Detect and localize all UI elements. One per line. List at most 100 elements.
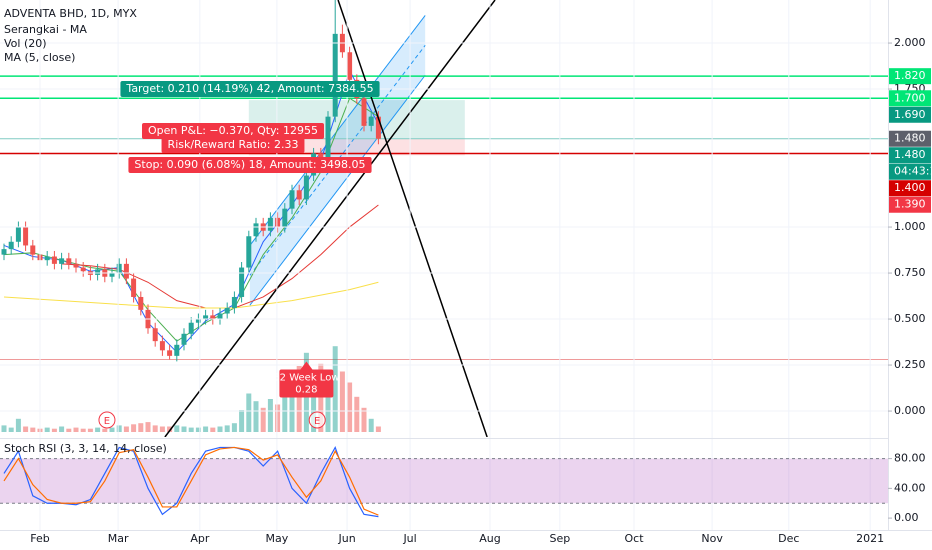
volume-bar <box>275 404 281 432</box>
candle-body <box>231 296 237 309</box>
price-label-box <box>889 68 931 85</box>
y-tick-label: 0.500 <box>894 312 926 325</box>
candle-body <box>210 315 216 320</box>
indicator-title: Serangkai - MA <box>4 23 87 36</box>
volume-bar <box>167 426 173 432</box>
y-tick-label: 0.000 <box>894 404 926 417</box>
label-box <box>142 123 324 139</box>
candle-body <box>246 236 252 268</box>
low-arrow <box>300 361 313 370</box>
volume-bar <box>332 346 338 432</box>
low-box <box>279 369 334 398</box>
price-label: 1.480 <box>894 148 926 161</box>
x-tick-label: Dec <box>778 532 799 545</box>
candle-body <box>275 217 281 228</box>
candle-body <box>59 258 65 264</box>
candle-body <box>30 245 36 255</box>
volume-bar <box>109 427 115 432</box>
indicator-title: Vol (20) <box>4 37 47 50</box>
y-tick-label: 80.00 <box>894 452 926 465</box>
y-tick-label: 2.000 <box>894 36 926 49</box>
candle-body <box>152 328 158 342</box>
volume-bar <box>138 423 144 432</box>
volume-bar <box>23 426 29 432</box>
channel-line <box>249 15 426 246</box>
earnings-marker <box>308 411 326 429</box>
candle-body <box>195 319 201 323</box>
x-tick-label: Jul <box>402 532 416 545</box>
candle-body <box>267 217 273 231</box>
candle-body <box>123 263 129 279</box>
indicator-title: MA (5, close) <box>4 51 75 64</box>
volume-bar <box>239 410 245 432</box>
price-label: 1.820 <box>894 69 926 82</box>
volume-bar <box>231 423 237 432</box>
price-label-box <box>889 90 931 107</box>
volume-bar <box>296 366 302 432</box>
price-label-box <box>889 106 931 123</box>
x-tick-label: Nov <box>701 532 723 545</box>
countdown-box <box>889 163 931 180</box>
x-tick-label: 2021 <box>856 532 884 545</box>
x-tick-label: Jun <box>337 532 355 545</box>
candle-body <box>347 52 353 80</box>
volume-bar <box>152 425 158 432</box>
x-tick-label: Aug <box>479 532 500 545</box>
x-tick-label: Feb <box>30 532 49 545</box>
candle-body <box>296 190 302 200</box>
volume-bar <box>87 428 93 432</box>
candle-body <box>181 333 187 345</box>
candle-body <box>375 116 381 139</box>
label-box <box>120 81 380 97</box>
price-label: 1.690 <box>894 108 926 121</box>
volume-bar <box>95 427 101 432</box>
moving-average <box>3 281 379 309</box>
y-tick-label: 0.250 <box>894 358 926 371</box>
volume-bar <box>217 426 223 432</box>
label-box <box>161 137 305 153</box>
position-label: Open P&L: −0.370, Qty: 12955 <box>148 124 318 137</box>
volume-bar <box>267 399 273 432</box>
price-label-box <box>889 147 931 164</box>
candle-body <box>116 263 122 274</box>
candle-body <box>239 267 245 297</box>
candle-body <box>303 175 309 200</box>
price-label-box <box>889 130 931 147</box>
volume-bar <box>131 424 137 432</box>
volume-bar <box>253 401 259 432</box>
channel-line <box>249 74 426 306</box>
volume-bar <box>325 388 331 432</box>
price-label: 1.700 <box>894 91 926 104</box>
position-label: Stop: 0.090 (6.08%) 18, Amount: 3498.05 <box>134 158 365 171</box>
x-tick-label: Apr <box>190 532 210 545</box>
trendline <box>337 0 488 437</box>
volume-bar <box>102 428 108 432</box>
candle-body <box>325 116 331 163</box>
volume-bar <box>195 427 201 432</box>
candle-body <box>203 315 209 320</box>
candle-body <box>44 256 50 261</box>
trendline <box>164 0 496 437</box>
volume-bar <box>354 396 360 432</box>
label-box <box>128 157 372 173</box>
price-label: 1.390 <box>894 198 926 211</box>
y-tick-label: 40.00 <box>894 481 926 494</box>
candle-body <box>253 223 259 237</box>
volume-bar <box>8 427 14 432</box>
price-label-box <box>889 180 931 197</box>
candle-body <box>131 278 137 297</box>
volume-bar <box>318 363 324 432</box>
volume-bar <box>203 426 209 432</box>
candle-body <box>1 249 7 255</box>
stoch-title: Stoch RSI (3, 3, 14, 14, close) <box>4 442 167 455</box>
volume-bar <box>30 427 36 432</box>
price-label: 1.480 <box>894 132 926 145</box>
volume-bar <box>174 425 180 432</box>
x-tick-label: Oct <box>624 532 644 545</box>
candle-body <box>138 296 144 310</box>
channel-mid <box>249 45 426 276</box>
price-label-box <box>889 196 931 213</box>
volume-bar <box>15 418 21 432</box>
volume-bar <box>260 407 266 432</box>
